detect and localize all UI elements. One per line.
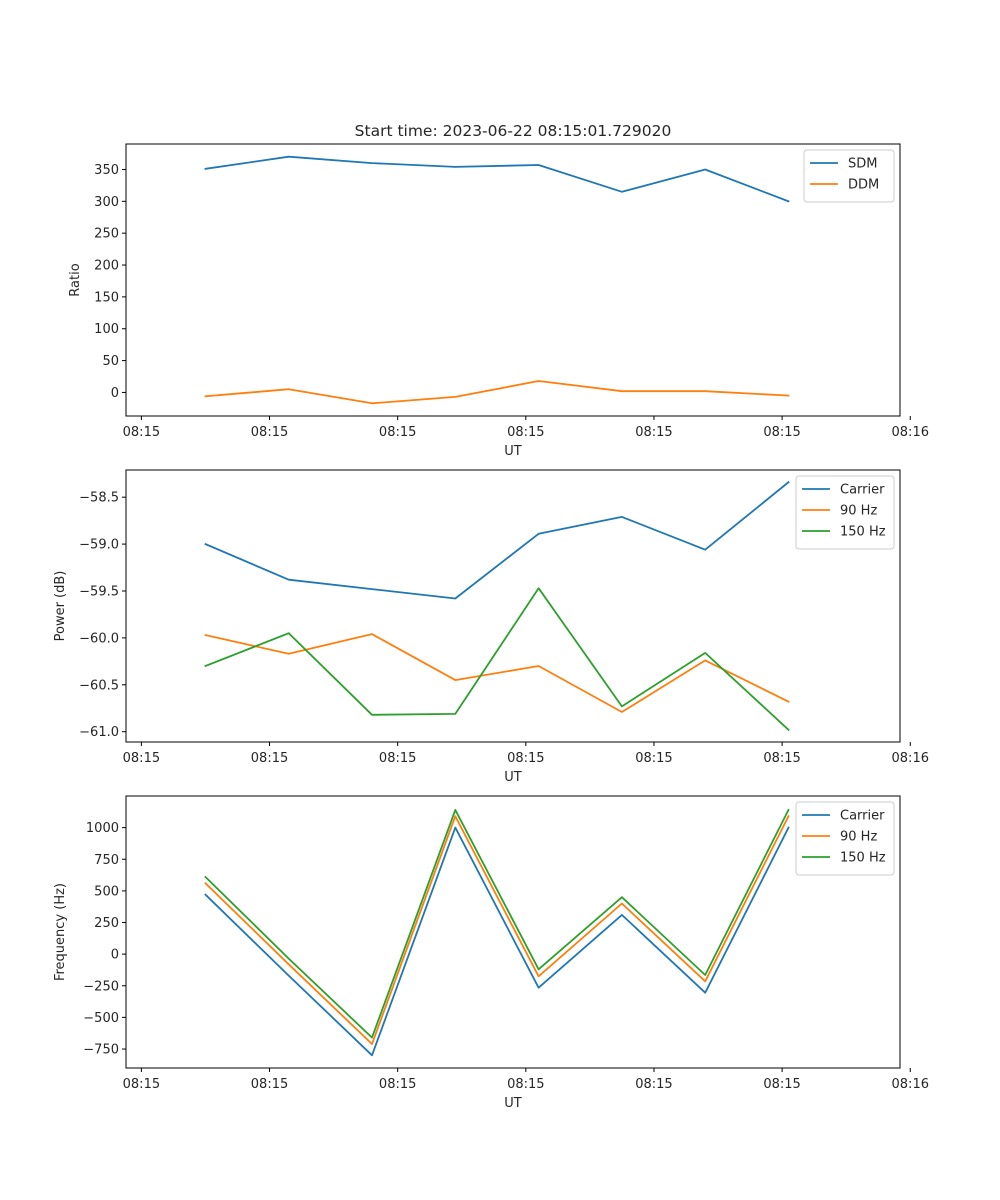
y-tick-label: 100 xyxy=(94,322,119,337)
x-tick-label: 08:16 xyxy=(892,1077,929,1092)
x-tick-label: 08:15 xyxy=(763,425,800,440)
y-axis-label: Ratio xyxy=(68,263,83,296)
y-tick-label: 250 xyxy=(94,227,119,242)
y-tick-label: −61.0 xyxy=(79,725,119,740)
series-line-sdm xyxy=(204,155,790,203)
legend: Carrier 90 Hz 150 Hz xyxy=(795,801,895,876)
y-tick-label: −250 xyxy=(83,979,119,994)
x-tick-label: 08:15 xyxy=(507,751,544,766)
panel-3: 08:15 08:15 08:15 08:15 08:15 08:15 08:16 −750 −… xyxy=(53,795,929,1111)
x-tick-label: 08:15 xyxy=(379,751,416,766)
x-tick-label: 08:15 xyxy=(635,1077,672,1092)
x-tick-label: 08:15 xyxy=(763,751,800,766)
y-tick-label: 50 xyxy=(102,354,119,369)
legend-label: 90 Hz xyxy=(840,830,877,845)
x-tick-label: 08:15 xyxy=(251,1077,288,1092)
x-tick-label: 08:15 xyxy=(635,425,672,440)
x-axis-label: UT xyxy=(504,1096,522,1111)
x-tick-label: 08:15 xyxy=(507,425,544,440)
y-tick-label: 250 xyxy=(94,916,119,931)
y-tick-label: 0 xyxy=(111,948,119,963)
y-tick-label: 150 xyxy=(94,290,119,305)
series-line-150-hz xyxy=(204,808,790,1039)
axes-frame xyxy=(125,795,901,1069)
y-tick-label: −59.0 xyxy=(79,538,119,553)
legend: SDM DDM xyxy=(803,149,895,203)
y-tick-label: 200 xyxy=(94,259,119,274)
y-tick-label: 300 xyxy=(94,195,119,210)
legend-label: SDM xyxy=(848,157,877,172)
x-axis-label: UT xyxy=(504,770,522,785)
y-axis-label: Frequency (Hz) xyxy=(53,883,68,981)
x-tick-label: 08:15 xyxy=(251,751,288,766)
x-tick-label: 08:15 xyxy=(635,751,672,766)
x-tick-label: 08:15 xyxy=(379,1077,416,1092)
x-tick-label: 08:15 xyxy=(123,425,160,440)
y-tick-label: −58.5 xyxy=(79,491,119,506)
legend-label: 150 Hz xyxy=(840,851,886,866)
y-tick-label: 1000 xyxy=(86,821,119,836)
legend: Carrier 90 Hz 150 Hz xyxy=(795,475,895,550)
legend-label: 90 Hz xyxy=(840,504,877,519)
x-tick-label: 08:16 xyxy=(892,425,929,440)
legend-label: Carrier xyxy=(840,809,885,824)
y-tick-label: 500 xyxy=(94,884,119,899)
panel-2: 08:15 08:15 08:15 08:15 08:15 08:15 08:16 −61.0… xyxy=(53,469,929,785)
y-tick-label: −60.0 xyxy=(79,631,119,646)
panels: Start time: 2023-06-22 08:15:01.729020 08… xyxy=(53,122,929,1111)
series-line-90-hz xyxy=(204,633,790,713)
x-axis-label: UT xyxy=(504,444,522,459)
axes-frame xyxy=(125,469,901,743)
y-tick-label: −59.5 xyxy=(79,584,119,599)
panel-1: Start time: 2023-06-22 08:15:01.729020 08… xyxy=(68,122,929,459)
legend-label: DDM xyxy=(848,178,879,193)
legend-label: Carrier xyxy=(840,483,885,498)
x-tick-label: 08:15 xyxy=(763,1077,800,1092)
series-line-carrier xyxy=(204,480,790,600)
x-tick-label: 08:15 xyxy=(251,425,288,440)
y-tick-label: −750 xyxy=(83,1043,119,1058)
x-tick-label: 08:15 xyxy=(507,1077,544,1092)
y-tick-label: 0 xyxy=(111,386,119,401)
x-tick-label: 08:16 xyxy=(892,751,929,766)
series-line-carrier xyxy=(204,826,790,1057)
legend-label: 150 Hz xyxy=(840,525,886,540)
series-line-150-hz xyxy=(204,587,790,732)
y-axis-label: Power (dB) xyxy=(53,571,68,642)
x-tick-label: 08:15 xyxy=(379,425,416,440)
y-tick-label: 350 xyxy=(94,163,119,178)
series-line-90-hz xyxy=(204,814,790,1045)
x-tick-label: 08:15 xyxy=(123,751,160,766)
y-tick-label: 750 xyxy=(94,853,119,868)
axes-frame xyxy=(125,143,901,417)
y-tick-label: −500 xyxy=(83,1011,119,1026)
chart-title: Start time: 2023-06-22 08:15:01.729020 xyxy=(355,122,672,140)
x-tick-label: 08:15 xyxy=(123,1077,160,1092)
series-line-ddm xyxy=(204,380,790,405)
y-tick-label: −60.5 xyxy=(79,678,119,693)
